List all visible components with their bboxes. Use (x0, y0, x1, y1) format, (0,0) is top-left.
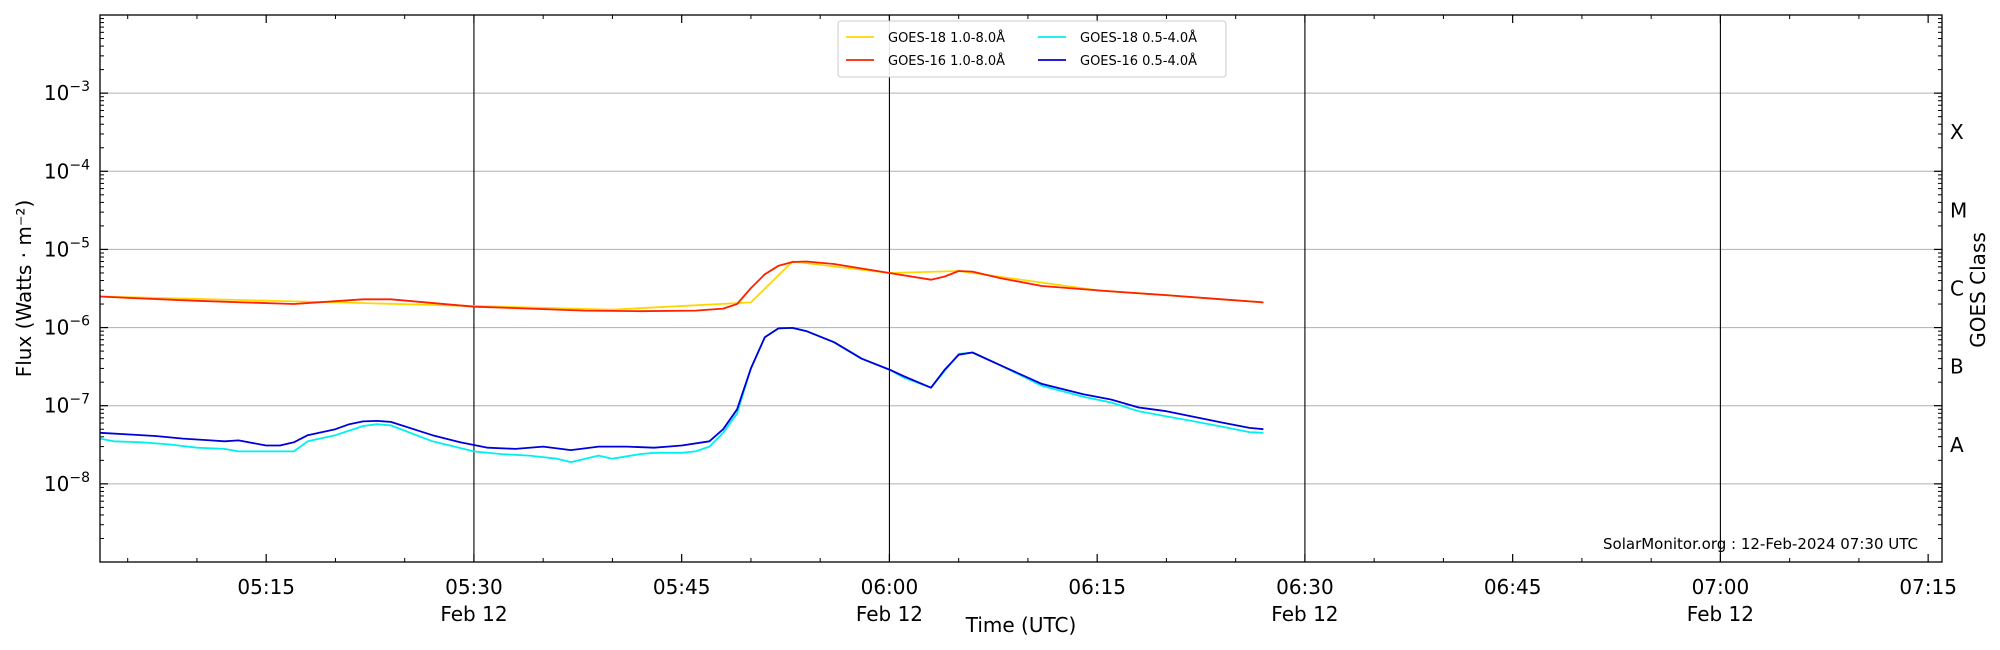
x-tick-date-label: Feb 12 (1271, 602, 1338, 626)
plot-frame (99, 14, 1943, 563)
y-tick-label: 10−4 (44, 157, 90, 183)
series-line (99, 260, 1264, 313)
y-tick-labels: 10−8 10−7 10−6 10−5 10−4 10−3 (44, 79, 90, 496)
series-layer (99, 260, 1264, 464)
x-tick-date-label: Feb 12 (1687, 602, 1754, 626)
legend-label: GOES-18 1.0-8.0Å (888, 30, 1005, 46)
x-tick-label: 06:45 (1484, 575, 1542, 599)
legend-label: GOES-16 1.0-8.0Å (888, 53, 1005, 69)
legend-label: GOES-18 0.5-4.0Å (1080, 30, 1197, 46)
day-lines (473, 15, 1721, 562)
y-tick-label: 10−8 (44, 470, 90, 496)
grid-layer (100, 92, 1942, 485)
x-tick-label: 06:00 (861, 575, 919, 599)
tick-layer (100, 15, 1942, 562)
y-tick-label: 10−5 (44, 235, 90, 261)
goes-class-label: C (1950, 277, 1964, 301)
x-tick-date-label: Feb 12 (440, 602, 507, 626)
y-tick-label: 10−3 (44, 79, 90, 105)
y-axis-title: Flux (Watts · m⁻²) (12, 200, 36, 378)
right-axis-title: GOES Class (1966, 232, 1990, 348)
credit-text: SolarMonitor.org : 12-Feb-2024 07:30 UTC (1603, 535, 1918, 553)
x-tick-label: 06:30 (1276, 575, 1334, 599)
y-tick-label: 10−7 (44, 392, 90, 418)
x-tick-label: 07:00 (1692, 575, 1750, 599)
goes-class-label: B (1950, 355, 1964, 379)
x-tick-label: 05:45 (653, 575, 711, 599)
goes-class-label: M (1950, 198, 1967, 222)
y-tick-label: 10−6 (44, 314, 90, 340)
x-tick-date-label: Feb 12 (856, 602, 923, 626)
legend-label: GOES-16 0.5-4.0Å (1080, 53, 1197, 69)
x-tick-label: 06:15 (1068, 575, 1126, 599)
x-tick-label: 05:30 (445, 575, 503, 599)
x-tick-label: 07:15 (1899, 575, 1957, 599)
x-axis-title: Time (UTC) (965, 613, 1077, 637)
goes-class-labels: A B C M X (1950, 120, 1967, 457)
goes-class-label: X (1950, 120, 1964, 144)
legend-items: GOES-18 1.0-8.0Å GOES-16 1.0-8.0Å GOES-18 … (846, 30, 1197, 69)
x-tick-labels: 05:15 05:30 Feb 12 05:45 06:00 Feb 12 06:15 06:… (237, 575, 1957, 626)
goes-class-label: A (1950, 433, 1964, 457)
series-line (99, 326, 1264, 452)
legend: GOES-18 1.0-8.0Å GOES-16 1.0-8.0Å GOES-18 … (837, 20, 1227, 78)
legend-box (837, 20, 1227, 78)
x-tick-label: 05:15 (237, 575, 295, 599)
